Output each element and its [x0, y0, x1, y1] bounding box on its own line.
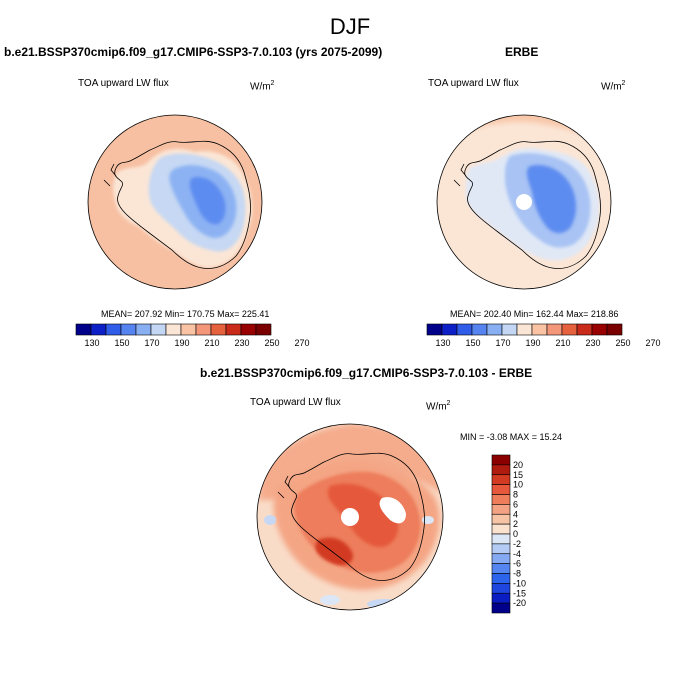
- obs-colorbar-swatch: [576, 323, 593, 336]
- diff-colorbar-swatch: [491, 464, 511, 476]
- diff-colorbar-tick: 4: [513, 509, 518, 519]
- obs-colorbar-swatch: [486, 323, 503, 336]
- model-variable-label: TOA upward LW flux: [78, 78, 169, 89]
- model-colorbar-swatch: [90, 323, 107, 336]
- diff-colorbar-swatch: [491, 602, 511, 614]
- figure-title: DJF: [329, 14, 371, 39]
- diff-colorbar-swatch: [491, 543, 511, 555]
- model-colorbar-swatch: [195, 323, 212, 336]
- obs-colorbar-swatch: [441, 323, 458, 336]
- model-colorbar-tick: 250: [264, 338, 279, 348]
- obs-case-title: ERBE: [505, 45, 539, 59]
- obs-colorbar-tick: 190: [525, 338, 540, 348]
- diff-colorbar-tick: 0: [513, 529, 518, 539]
- obs-colorbar-swatch: [516, 323, 533, 336]
- model-map-border: [87, 114, 263, 290]
- model-colorbar-tick: 210: [204, 338, 219, 348]
- diff-colorbar-tick: -10: [513, 578, 526, 588]
- obs-colorbar-swatch: [561, 323, 578, 336]
- diff-stats: MIN = -3.08 MAX = 15.24: [460, 432, 563, 442]
- diff-colorbar-tick: 10: [513, 480, 523, 490]
- model-colorbar-tick: 190: [174, 338, 189, 348]
- obs-colorbar-swatch: [546, 323, 563, 336]
- diff-colorbar-swatch: [491, 583, 511, 594]
- obs-colorbar-swatch: [591, 323, 608, 336]
- model-map: [88, 115, 262, 289]
- diff-colorbar-tick: 20: [513, 460, 523, 470]
- obs-colorbar: 130 150 170 190 210 230 250 270: [426, 323, 661, 348]
- diff-colorbar-swatch: [491, 592, 511, 604]
- model-colorbar-swatch: [165, 323, 182, 336]
- model-colorbar-tick: 230: [234, 338, 249, 348]
- diff-colorbar-swatch: [491, 454, 511, 466]
- obs-colorbar-swatch: [531, 323, 548, 336]
- model-colorbar: 130 150 170 190 210 230 250 270: [75, 323, 310, 348]
- diff-case-title: b.e21.BSSP370cmip6.f09_g17.CMIP6-SSP3-7.…: [200, 366, 533, 380]
- model-colorbar-tick: 150: [114, 338, 129, 348]
- diff-colorbar-tick: -15: [513, 588, 526, 598]
- diff-map: [257, 424, 443, 610]
- obs-colorbar-tick: 230: [585, 338, 600, 348]
- diff-colorbar-swatch: [491, 513, 511, 525]
- diff-units-label: W/m2: [426, 400, 451, 413]
- diff-colorbar-tick: 8: [513, 490, 518, 500]
- model-colorbar-swatch: [255, 323, 272, 336]
- diff-colorbar-swatch: [491, 533, 511, 545]
- model-colorbar-swatch: [210, 323, 227, 336]
- diff-colorbar-tick: 2: [513, 519, 518, 529]
- obs-colorbar-swatch: [501, 323, 518, 336]
- diff-colorbar-swatch: [491, 504, 511, 515]
- model-colorbar-swatch: [180, 323, 197, 336]
- model-colorbar-tick: 270: [294, 338, 309, 348]
- model-colorbar-tick: 130: [84, 338, 99, 348]
- model-colorbar-swatch: [120, 323, 137, 336]
- model-colorbar-tick: 170: [144, 338, 159, 348]
- diff-colorbar-swatch: [491, 484, 511, 495]
- diff-coastline: [277, 452, 425, 581]
- obs-stats: MEAN= 202.40 Min= 162.44 Max= 218.86: [450, 309, 619, 319]
- obs-colorbar-tick: 150: [465, 338, 480, 348]
- obs-colorbar-tick: 250: [615, 338, 630, 348]
- obs-colorbar-swatch: [456, 323, 473, 336]
- diff-colorbar-swatch: [491, 494, 511, 505]
- obs-colorbar-swatch: [471, 323, 488, 336]
- model-case-title: b.e21.BSSP370cmip6.f09_g17.CMIP6-SSP3-7.…: [4, 45, 383, 59]
- obs-colorbar-tick: 210: [555, 338, 570, 348]
- model-colorbar-swatch: [75, 323, 92, 336]
- diff-colorbar-tick: -4: [513, 549, 521, 559]
- diff-colorbar-tick: 6: [513, 499, 518, 509]
- model-coastline: [103, 140, 251, 269]
- model-units-label: W/m2: [250, 80, 275, 93]
- model-colorbar-swatch: [105, 323, 122, 336]
- obs-colorbar-tick: 270: [645, 338, 660, 348]
- model-colorbar-swatch: [240, 323, 257, 336]
- diff-colorbar-tick: -6: [513, 559, 521, 569]
- diff-variable-label: TOA upward LW flux: [250, 397, 341, 408]
- diff-colorbar-swatch: [491, 474, 511, 485]
- obs-colorbar-swatch: [606, 323, 623, 336]
- diff-map-border: [256, 423, 444, 611]
- obs-units-label: W/m2: [601, 80, 626, 93]
- model-colorbar-swatch: [135, 323, 152, 336]
- obs-coastline: [453, 140, 601, 269]
- model-stats: MEAN= 207.92 Min= 170.75 Max= 225.41: [101, 309, 270, 319]
- diff-colorbar-tick: -8: [513, 569, 521, 579]
- model-colorbar-swatch: [225, 323, 242, 336]
- obs-colorbar-swatch: [426, 323, 443, 336]
- diff-colorbar-swatch: [491, 553, 511, 564]
- model-colorbar-swatch: [150, 323, 167, 336]
- diff-colorbar-swatch: [491, 563, 511, 574]
- obs-map: [437, 115, 611, 289]
- obs-colorbar-tick: 170: [495, 338, 510, 348]
- diff-colorbar-tick: -20: [513, 598, 526, 608]
- obs-variable-label: TOA upward LW flux: [428, 78, 519, 89]
- diff-colorbar-tick: 15: [513, 470, 523, 480]
- diff-colorbar-swatch: [491, 573, 511, 584]
- diff-colorbar-tick: -2: [513, 539, 521, 549]
- diff-colorbar-swatch: [491, 523, 511, 535]
- obs-map-border: [436, 114, 612, 290]
- obs-colorbar-tick: 130: [435, 338, 450, 348]
